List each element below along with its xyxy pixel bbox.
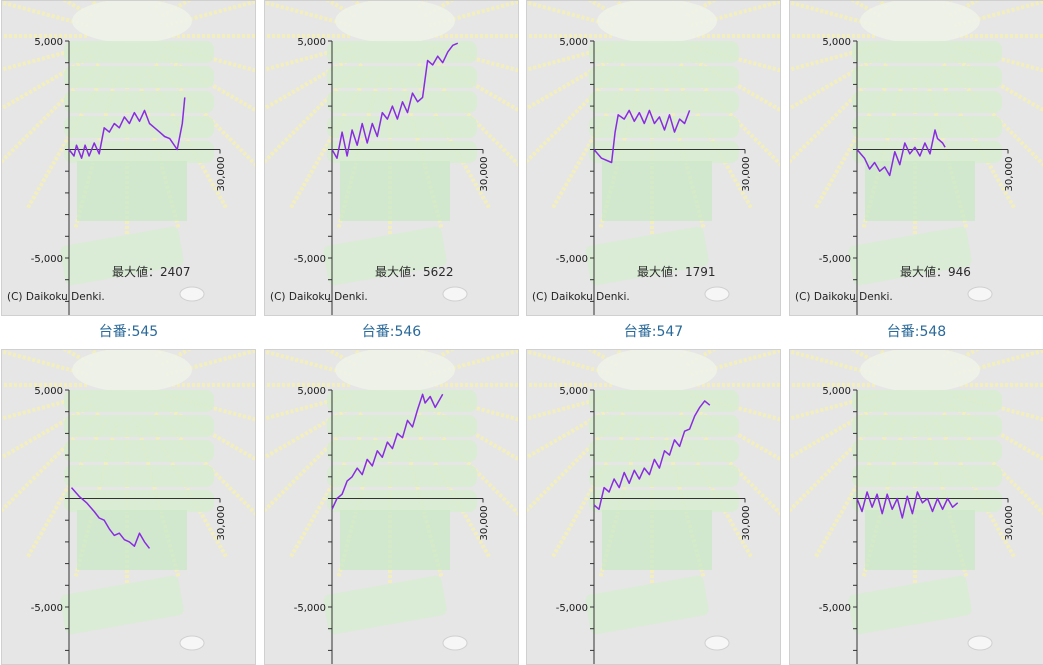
series-line [72,488,150,549]
series-line [332,394,443,509]
machine-number-link[interactable]: 台番:547 [526,316,781,348]
y-tick-label: -5,000 [294,254,326,265]
machine-card[interactable]: 5,000 -5,000 30,000 [526,349,781,665]
y-tick-label: 5,000 [559,37,588,48]
max-value-caption: 最大値： [112,265,160,279]
machine-card[interactable]: 5,000 -5,000 30,000 最大値：2407 (C) Daikoku Den… [1,0,256,348]
balance-chart: 5,000 -5,000 30,000 [265,350,518,664]
graph-panel[interactable]: 5,000 -5,000 30,000 [526,349,781,665]
y-tick-label: 5,000 [822,386,851,397]
y-tick-label: 5,000 [34,37,63,48]
series-line [594,110,690,162]
y-tick-label: -5,000 [31,254,63,265]
max-value-caption: 最大値： [900,265,948,279]
x-tick-label: 30,000 [1004,157,1015,192]
graph-panel[interactable]: 5,000 -5,000 30,000 最大値：1791 (C) Daikoku Den… [526,0,781,316]
x-tick-label: 30,000 [216,157,227,192]
max-value-label: 最大値：1791 [637,263,767,280]
graph-panel[interactable]: 5,000 -5,000 30,000 [789,349,1043,665]
machine-card[interactable]: 5,000 -5,000 30,000 最大値：1791 (C) Daikoku Den… [526,0,781,348]
copyright-text: (C) Daikoku Denki. [270,291,368,303]
max-value-label: 最大値：2407 [112,263,242,280]
x-tick-label: 30,000 [479,506,490,541]
x-tick-label: 30,000 [741,157,752,192]
series-line [332,43,458,158]
y-tick-label: -5,000 [819,254,851,265]
copyright-text: (C) Daikoku Denki. [7,291,105,303]
max-value-number: 946 [948,265,971,279]
x-tick-label: 30,000 [1004,506,1015,541]
machine-card[interactable]: 5,000 -5,000 30,000 [1,349,256,665]
graph-panel[interactable]: 5,000 -5,000 30,000 最大値：946 (C) Daikoku Denk… [789,0,1043,316]
balance-chart: 5,000 -5,000 30,000 [527,350,780,664]
graph-panel[interactable]: 5,000 -5,000 30,000 [1,349,256,665]
y-tick-label: 5,000 [559,386,588,397]
y-tick-label: 5,000 [297,386,326,397]
machine-card[interactable]: 5,000 -5,000 30,000 最大値：5622 (C) Daikoku Den… [264,0,519,348]
copyright-text: (C) Daikoku Denki. [532,291,630,303]
y-tick-label: -5,000 [31,603,63,614]
y-tick-label: -5,000 [556,254,588,265]
max-value-caption: 最大値： [375,265,423,279]
x-tick-label: 30,000 [216,506,227,541]
y-tick-label: 5,000 [34,386,63,397]
max-value-number: 2407 [160,265,191,279]
x-tick-label: 30,000 [479,157,490,192]
machine-card[interactable]: 5,000 -5,000 30,000 最大値：946 (C) Daikoku Denk… [789,0,1043,348]
copyright-text: (C) Daikoku Denki. [795,291,893,303]
max-value-label: 最大値：5622 [375,263,505,280]
machine-card[interactable]: 5,000 -5,000 30,000 [789,349,1043,665]
y-tick-label: 5,000 [822,37,851,48]
graph-panel[interactable]: 5,000 -5,000 30,000 最大値：5622 (C) Daikoku Den… [264,0,519,316]
y-tick-label: -5,000 [819,603,851,614]
balance-chart: 5,000 -5,000 30,000 [2,350,255,664]
machine-number-link[interactable]: 台番:545 [1,316,256,348]
max-value-label: 最大値：946 [900,263,1030,280]
max-value-caption: 最大値： [637,265,685,279]
balance-chart: 5,000 -5,000 30,000 [790,350,1043,664]
series-line [857,492,958,518]
graph-panel[interactable]: 5,000 -5,000 30,000 最大値：2407 (C) Daikoku Den… [1,0,256,316]
series-line [594,401,710,509]
y-tick-label: 5,000 [297,37,326,48]
y-tick-label: -5,000 [556,603,588,614]
graph-panel[interactable]: 5,000 -5,000 30,000 [264,349,519,665]
max-value-number: 1791 [685,265,716,279]
max-value-number: 5622 [423,265,454,279]
machine-number-link[interactable]: 台番:548 [789,316,1043,348]
x-tick-label: 30,000 [741,506,752,541]
machine-card[interactable]: 5,000 -5,000 30,000 [264,349,519,665]
y-tick-label: -5,000 [294,603,326,614]
machine-number-link[interactable]: 台番:546 [264,316,519,348]
series-line [857,130,945,176]
